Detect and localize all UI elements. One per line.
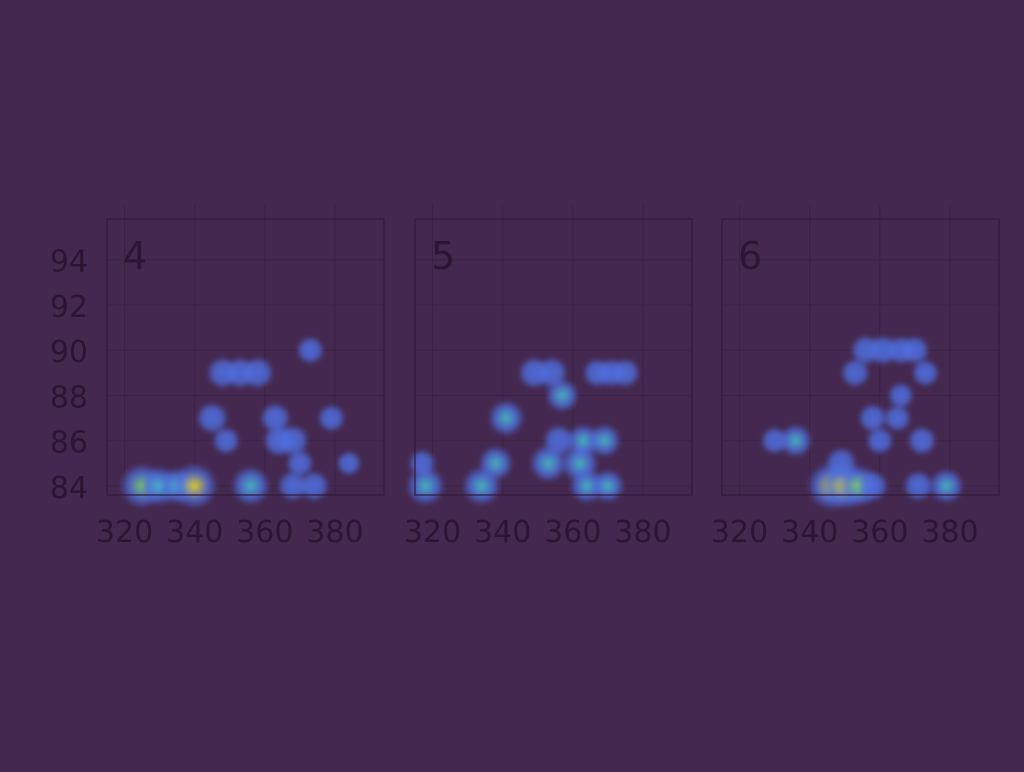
x-tick-label: 360	[851, 515, 908, 550]
panel-frame	[106, 218, 385, 496]
y-tick-label: 90	[50, 335, 88, 370]
heat-point	[545, 378, 580, 413]
heat-point	[276, 424, 310, 458]
heat-point	[298, 470, 330, 502]
x-tick-label: 360	[544, 515, 601, 550]
x-tick-label: 340	[166, 515, 223, 550]
heat-point	[296, 336, 325, 365]
heat-point	[899, 335, 930, 366]
heat-point	[407, 449, 437, 478]
x-tick-label: 380	[921, 515, 978, 550]
facet-label: 6	[738, 234, 762, 278]
facet-label: 4	[123, 234, 147, 278]
y-tick-label: 92	[50, 290, 88, 325]
heat-layer	[760, 334, 965, 510]
facet-panel-4: 4 320 340 360 380	[96, 205, 385, 550]
heat-point	[195, 401, 229, 435]
heat-point	[212, 426, 241, 455]
heat-point	[241, 356, 275, 390]
y-tick-label: 84	[50, 471, 88, 506]
heat-point	[317, 403, 346, 433]
y-tick-label: 94	[50, 245, 88, 280]
heat-layer	[405, 356, 641, 506]
heat-point	[883, 403, 912, 433]
x-tick-label: 380	[306, 515, 363, 550]
heat-point	[865, 426, 894, 455]
heat-point	[171, 462, 218, 510]
y-tick-label: 86	[50, 426, 88, 461]
heat-point	[902, 470, 934, 502]
heat-point	[824, 447, 858, 480]
y-tick-label: 88	[50, 380, 88, 415]
heat-point	[857, 403, 888, 433]
heat-point	[610, 357, 641, 388]
x-tick-label: 380	[614, 515, 671, 550]
heat-point	[405, 466, 446, 506]
heat-point	[911, 358, 940, 388]
x-tick-label: 360	[236, 515, 293, 550]
x-tick-label: 320	[711, 515, 768, 550]
heat-point	[887, 381, 915, 409]
heat-point	[906, 425, 937, 456]
heat-point	[857, 470, 889, 502]
heat-point	[928, 468, 965, 504]
x-tick-label: 320	[96, 515, 153, 550]
facet-panel-5: 5 320 340 360 380	[404, 205, 693, 550]
panel-frame	[721, 218, 1000, 496]
heat-point	[778, 423, 813, 458]
heat-point	[542, 424, 576, 458]
x-tick-label: 340	[474, 515, 531, 550]
x-tick-label: 320	[404, 515, 461, 550]
heat-point	[336, 450, 362, 477]
heat-layer	[119, 336, 362, 510]
heat-point	[477, 445, 514, 482]
panel-frame	[414, 218, 693, 496]
heat-point	[587, 423, 622, 458]
heat-point	[590, 468, 625, 503]
facet-label: 5	[431, 234, 455, 278]
facet-panel-6: 6 320 340 360 380	[711, 205, 1000, 550]
heat-point	[230, 466, 271, 506]
x-tick-label: 340	[781, 515, 838, 550]
heat-point	[487, 399, 525, 437]
